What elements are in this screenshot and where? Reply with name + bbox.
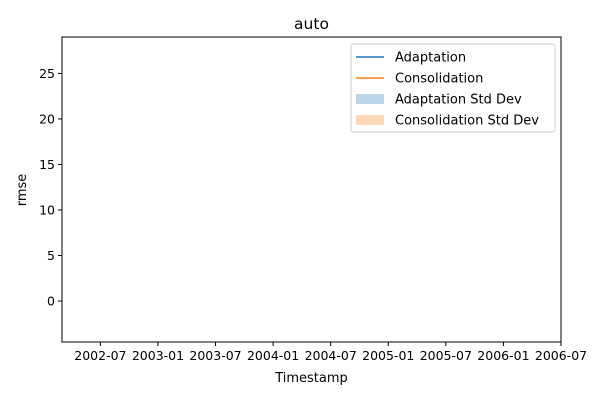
- x-tick-label: 2005-01: [362, 348, 414, 363]
- y-tick-label: 15: [39, 157, 55, 172]
- y-tick-label: 20: [39, 111, 55, 126]
- legend-label-2: Adaptation Std Dev: [395, 93, 522, 108]
- y-tick-label: 0: [47, 294, 55, 309]
- x-tick-label: 2005-07: [420, 348, 472, 363]
- x-axis-label: Timestamp: [274, 371, 348, 386]
- y-tick-label: 10: [39, 202, 55, 217]
- x-tick-label: 2004-01: [247, 348, 299, 363]
- legend-box: [350, 43, 556, 133]
- legend-label-3: Consolidation Std Dev: [395, 114, 539, 129]
- y-axis-label: rmse: [15, 174, 30, 207]
- y-tick-label: 25: [39, 66, 55, 81]
- x-tick-label: 2002-07: [74, 348, 126, 363]
- y-axis: 0 5 10 15 20 25: [39, 66, 62, 309]
- x-tick-label: 2003-01: [132, 348, 184, 363]
- x-tick-label: 2006-01: [477, 348, 529, 363]
- legend-label-0: Adaptation: [395, 51, 466, 66]
- legend-patch-3: [356, 115, 384, 125]
- legend-label-1: Consolidation: [395, 72, 483, 87]
- legend: Adaptation Consolidation Adaptation Std De…: [350, 43, 556, 133]
- legend-patch-2: [356, 94, 384, 104]
- x-tick-label: 2003-07: [189, 348, 241, 363]
- y-tick-label: 5: [47, 248, 55, 263]
- x-tick-label: 2006-07: [535, 348, 587, 363]
- chart-title: auto: [294, 15, 329, 33]
- x-tick-label: 2004-07: [305, 348, 357, 363]
- plot-frame: [61, 36, 562, 343]
- x-axis: 2002-07 2003-01 2003-07 2004-01 2004-07 2005-…: [74, 342, 587, 363]
